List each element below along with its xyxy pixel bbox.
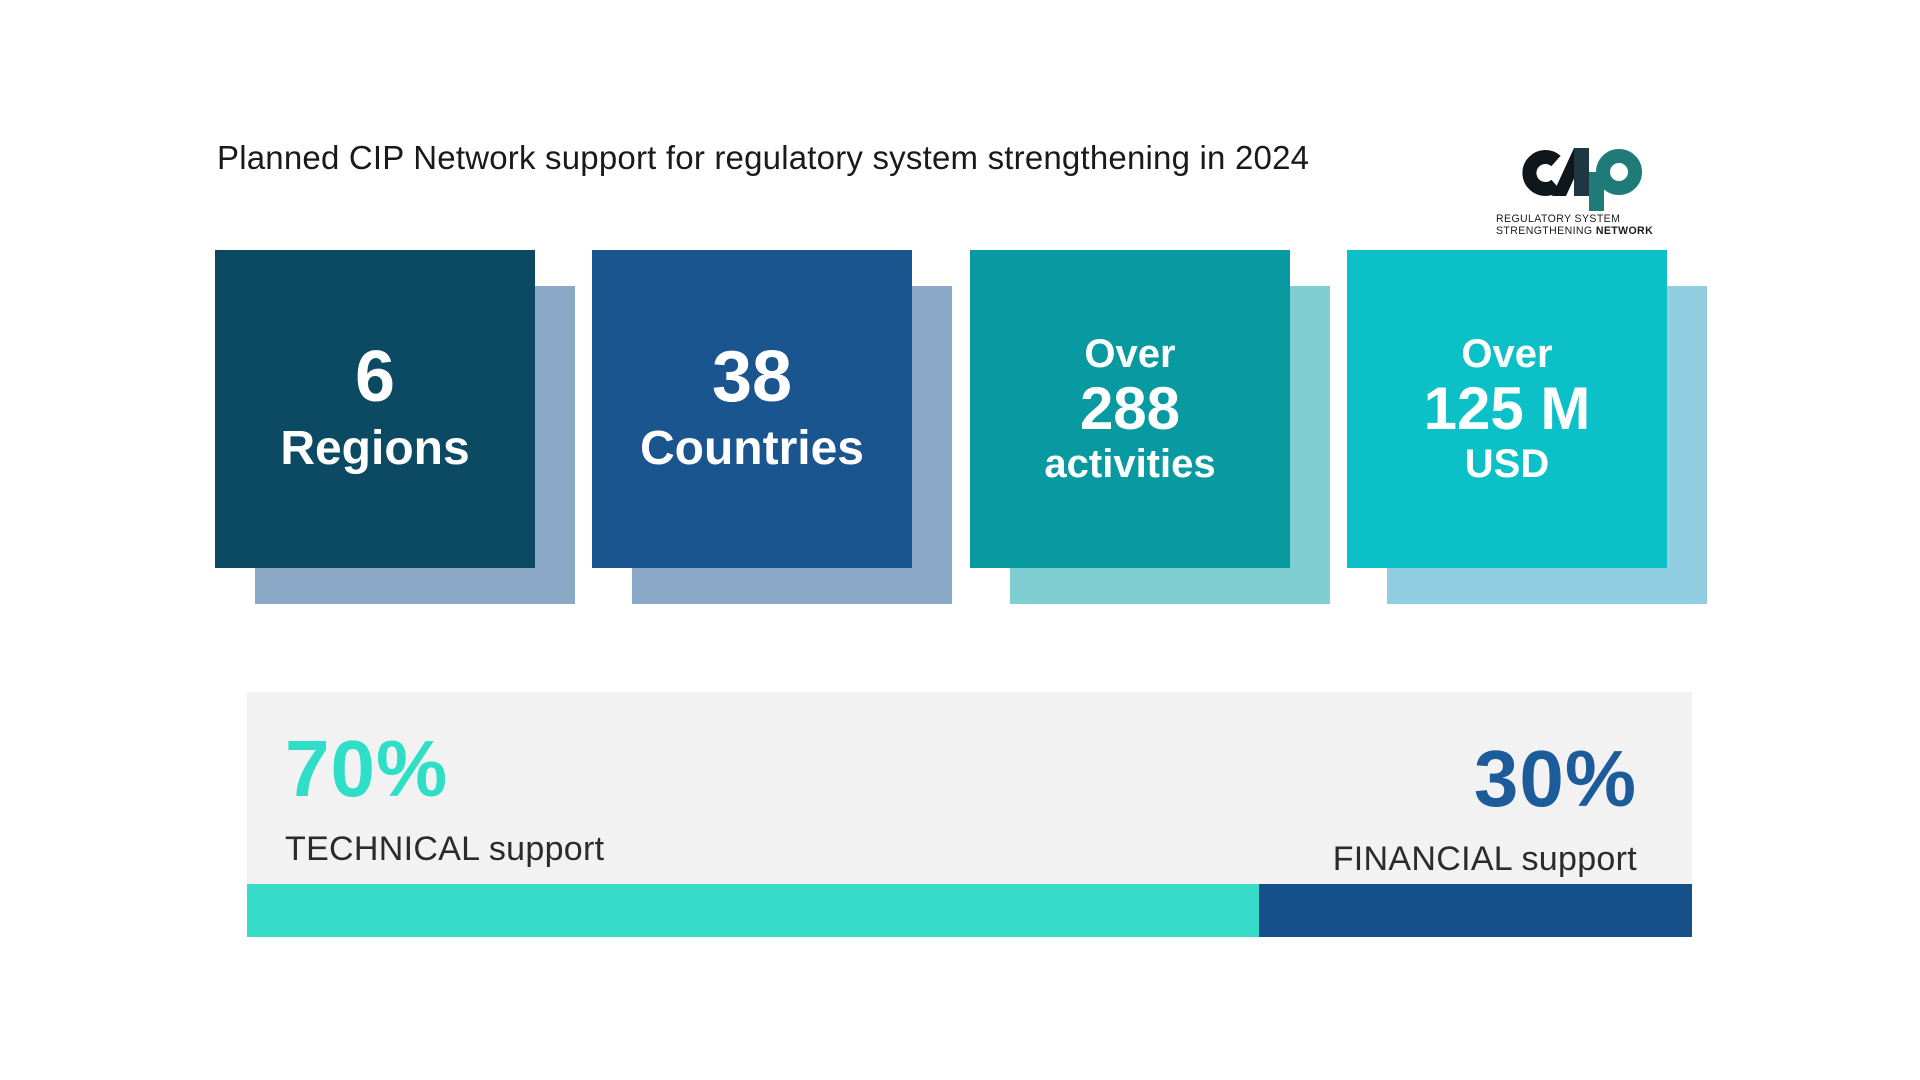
technical-support-block: 70% TECHNICAL support	[285, 724, 605, 869]
support-split-bar	[247, 884, 1692, 937]
stat-label: activities	[1044, 442, 1216, 486]
logo-letter-p-bowl	[1596, 149, 1642, 195]
stat-card-regions: 6 Regions	[215, 250, 535, 568]
stat-card-countries: 38 Countries	[592, 250, 912, 568]
stat-label: Regions	[280, 422, 470, 475]
technical-bar-segment	[247, 884, 1259, 937]
logo-text-line1: REGULATORY SYSTEM	[1496, 213, 1621, 225]
financial-support-block: 30% FINANCIAL support	[1332, 734, 1637, 879]
cip-logo-icon	[1522, 148, 1642, 211]
page-title: Planned CIP Network support for regulato…	[217, 139, 1310, 176]
stat-value: 6	[354, 337, 396, 417]
logo-letter-c	[1522, 150, 1561, 196]
financial-bar-segment	[1258, 884, 1692, 937]
stat-value: 288	[1079, 375, 1181, 442]
logo-text-line2: STRENGTHENING NETWORK	[1496, 225, 1654, 237]
stat-label: USD	[1464, 442, 1550, 486]
technical-percent: 70%	[285, 724, 449, 813]
stat-value: 38	[711, 337, 793, 417]
stat-value: 125 M	[1423, 375, 1591, 442]
logo-letter-i-stem	[1574, 148, 1589, 196]
financial-percent: 30%	[1473, 734, 1637, 823]
support-split-panel: 70% TECHNICAL support 30% FINANCIAL supp…	[247, 692, 1692, 884]
stat-label: Countries	[639, 422, 864, 475]
stat-card-usd: Over 125 M USD	[1347, 250, 1667, 568]
cip-network-logo: REGULATORY SYSTEM STRENGTHENING NETWORK	[1496, 148, 1671, 237]
stat-prefix: Over	[1461, 332, 1553, 376]
technical-label: TECHNICAL support	[285, 830, 605, 868]
stat-prefix: Over	[1084, 332, 1176, 376]
stat-card-activities: Over 288 activities	[970, 250, 1290, 568]
financial-label: FINANCIAL support	[1332, 840, 1637, 878]
